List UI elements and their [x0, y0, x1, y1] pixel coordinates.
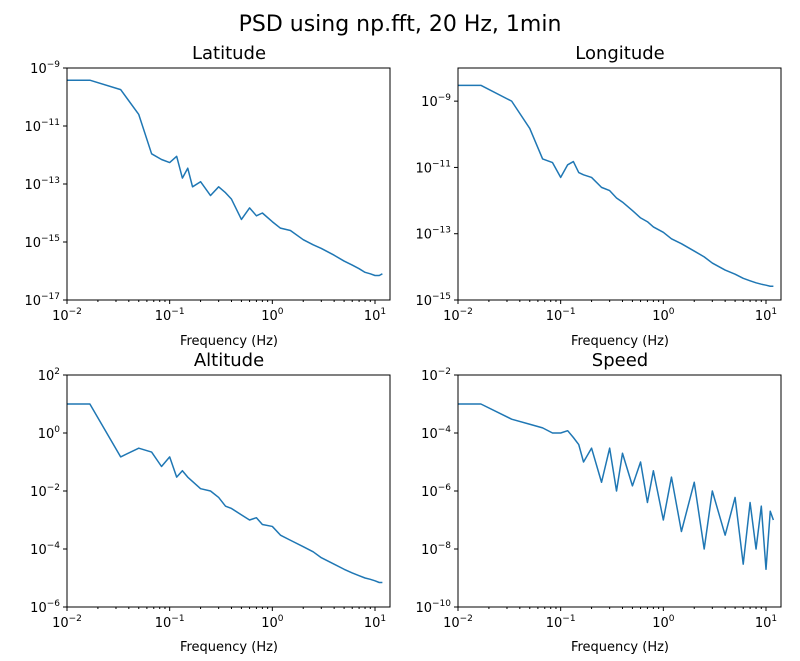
altitude-y-tick-label: 10−4 [30, 541, 60, 558]
latitude-x-tick-label: 10−1 [155, 307, 185, 324]
altitude-x-tick-label: 100 [261, 614, 284, 631]
latitude-x-tick-label: 10−2 [52, 307, 82, 324]
latitude-xlabel: Frequency (Hz) [180, 334, 278, 349]
latitude-y-tick-label: 10−9 [30, 60, 60, 77]
speed-xlabel: Frequency (Hz) [571, 640, 669, 655]
speed-title: Speed [592, 350, 648, 371]
latitude-axes: Latitude Frequency (Hz) 10−2 10−1 100 101 10… [24, 43, 391, 349]
latitude-y-tick-label: 10−15 [24, 234, 60, 251]
altitude-axes: Altitude Frequency (Hz) 10−2 10−1 100 101 10… [30, 350, 391, 655]
speed-x-tick-label: 100 [652, 614, 675, 631]
altitude-y-tick-label: 10−6 [30, 599, 60, 616]
speed-psd-line [458, 403, 775, 571]
latitude-psd-line [67, 79, 383, 277]
altitude-y-tick-label: 10−2 [30, 483, 60, 500]
speed-x-tick-label: 10−1 [546, 614, 576, 631]
longitude-xlabel: Frequency (Hz) [571, 334, 669, 349]
longitude-y-tick-label: 10−13 [415, 226, 451, 243]
figure-suptitle: PSD using np.fft, 20 Hz, 1min [239, 12, 562, 37]
longitude-x-tick-label: 10−1 [546, 307, 576, 324]
longitude-y-tick-label: 10−11 [415, 159, 451, 176]
latitude-title: Latitude [192, 43, 266, 64]
longitude-y-tick-label: 10−9 [421, 93, 451, 110]
speed-x-tick-label: 101 [755, 614, 777, 631]
speed-axes: Speed Frequency (Hz) 10−2 10−1 100 101 10−10… [415, 350, 782, 655]
altitude-x-tick-label: 10−2 [52, 614, 82, 631]
latitude-x-tick-label: 100 [261, 307, 284, 324]
latitude-x-tick-label: 101 [364, 307, 386, 324]
longitude-x-tick-label: 100 [652, 307, 675, 324]
speed-y-tick-label: 10−2 [421, 367, 451, 384]
altitude-x-tick-label: 101 [364, 614, 386, 631]
speed-y-tick-label: 10−4 [421, 425, 451, 442]
altitude-psd-line [67, 403, 383, 584]
altitude-xlabel: Frequency (Hz) [180, 640, 278, 655]
longitude-psd-line [458, 84, 774, 287]
altitude-x-tick-label: 10−1 [155, 614, 185, 631]
altitude-y-tick-label: 100 [38, 425, 61, 442]
altitude-title: Altitude [194, 350, 264, 371]
speed-y-tick-label: 10−6 [421, 483, 451, 500]
longitude-axes-frame [457, 67, 782, 301]
longitude-axes: Longitude Frequency (Hz) 10−2 10−1 100 101 1… [415, 43, 782, 349]
longitude-title: Longitude [575, 43, 665, 64]
latitude-y-tick-label: 10−13 [24, 176, 60, 193]
speed-x-tick-label: 10−2 [443, 614, 473, 631]
longitude-x-tick-label: 101 [755, 307, 777, 324]
longitude-x-tick-label: 10−2 [443, 307, 473, 324]
speed-y-tick-label: 10−10 [415, 599, 451, 616]
latitude-y-tick-label: 10−11 [24, 118, 60, 135]
speed-y-tick-label: 10−8 [421, 541, 451, 558]
longitude-y-tick-label: 10−15 [415, 292, 451, 309]
latitude-y-tick-label: 10−17 [24, 292, 60, 309]
altitude-y-tick-label: 102 [38, 367, 60, 384]
